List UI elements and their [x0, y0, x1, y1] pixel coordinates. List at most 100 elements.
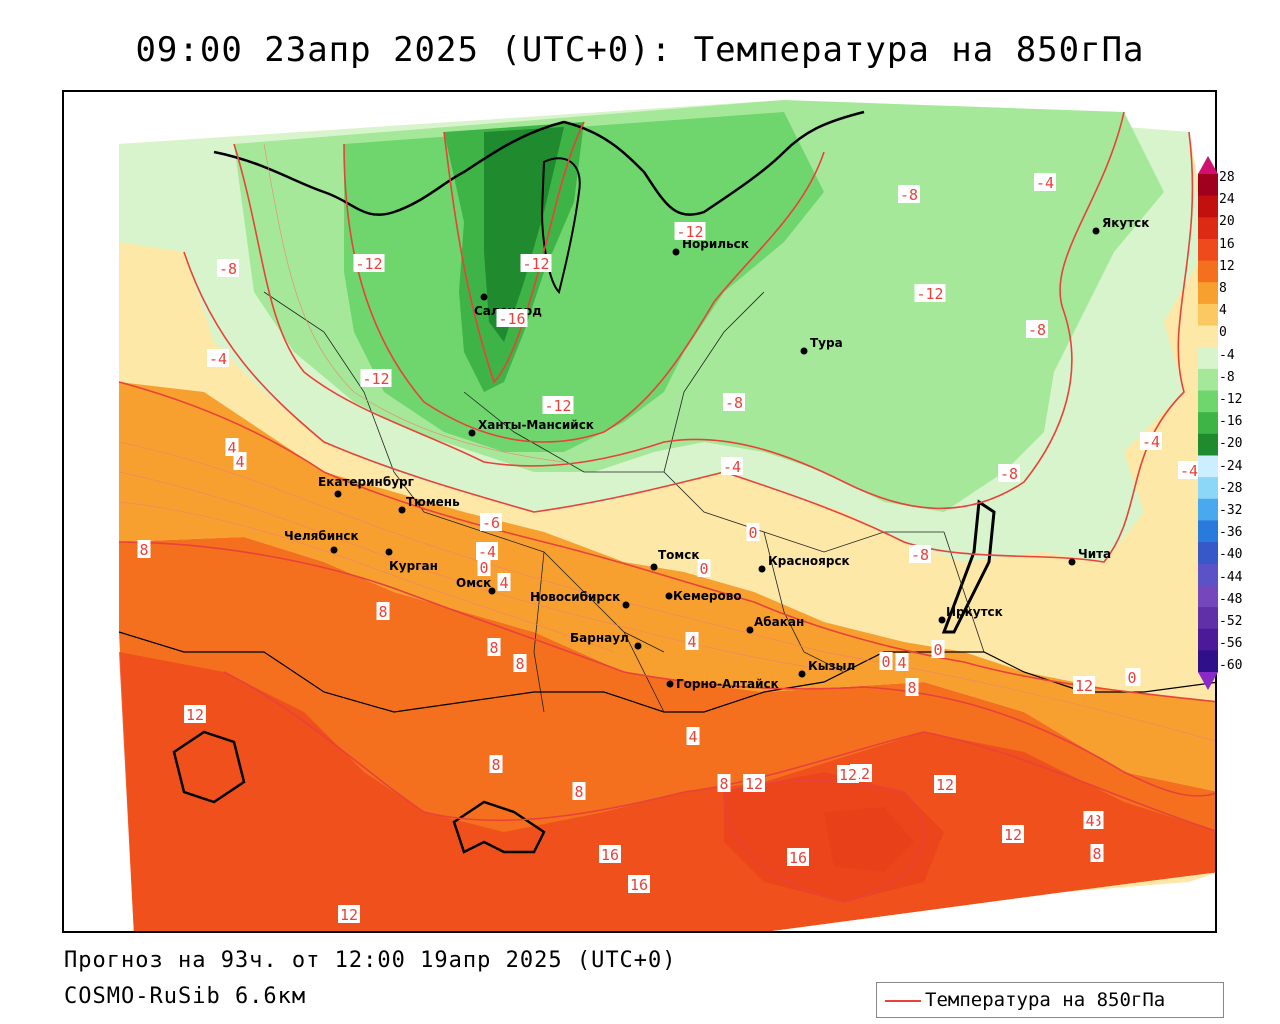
- city-marker: Новосибирск: [530, 590, 630, 609]
- isotherm-label-bg: [1140, 432, 1162, 450]
- isotherm-label: 4: [497, 573, 511, 592]
- colorbar-label: -24: [1219, 458, 1243, 474]
- isotherm-label-bg: [628, 875, 650, 893]
- city-label: Челябинск: [284, 529, 359, 543]
- isotherm-label: 0: [879, 652, 893, 671]
- city-marker: Кемерово: [665, 589, 742, 603]
- isotherm-label: -12: [520, 254, 552, 273]
- isotherm-label-bg: [914, 284, 946, 302]
- city-marker: Тура: [800, 336, 843, 355]
- city-dot: [1092, 227, 1100, 235]
- isotherm-label-bg: [721, 457, 743, 475]
- isotherm-label-bg: [743, 774, 765, 792]
- city-dot: [665, 592, 673, 600]
- isotherm-label: -8: [909, 545, 931, 564]
- colorbar-cell: [1198, 650, 1218, 673]
- isotherm-label-bg: [1178, 461, 1200, 479]
- colorbar-cell: [1198, 628, 1218, 651]
- isotherm-label-text: -8: [900, 186, 918, 204]
- city-marker: Курган: [385, 548, 438, 573]
- isotherm-label-text: -12: [362, 370, 389, 388]
- isotherm-label: -12: [674, 222, 706, 241]
- city-dot: [622, 601, 630, 609]
- isotherm-label: 16: [599, 845, 621, 864]
- colorbar-cell: [1198, 477, 1218, 500]
- zone-yellow-4: [119, 382, 1215, 792]
- isotherm-label-text: -12: [916, 285, 943, 303]
- colorbar-label: 12: [1219, 258, 1235, 274]
- temperature-map: СалехардНорильскТураЯкутскХанты-Мансийск…: [62, 90, 1217, 933]
- isotherm-label-text: 16: [601, 846, 619, 864]
- city-marker: Кызыл: [798, 659, 855, 678]
- isotherm-label-bg: [137, 540, 151, 558]
- city-dot: [488, 587, 496, 595]
- colorbar-label: 16: [1219, 236, 1235, 252]
- isotherm-label: 16: [787, 848, 809, 867]
- isotherm-label-text: 4: [499, 574, 508, 592]
- city-dot: [398, 506, 406, 514]
- city-marker: Якутск: [1092, 216, 1149, 235]
- city-marker: Горно-Алтайск: [666, 677, 779, 691]
- isotherm-label-bg: [879, 652, 893, 670]
- city-dot: [672, 248, 680, 256]
- colorbar-cell: [1198, 238, 1218, 262]
- isotherm-label-bg: [746, 523, 760, 541]
- isotherm-label: 8: [487, 638, 501, 657]
- city-label: Тура: [810, 336, 843, 350]
- isotherm-label: -4: [207, 349, 229, 368]
- colorbar-cell: [1198, 174, 1218, 197]
- isotherm-label: 8: [137, 540, 151, 559]
- isotherm-label-text: 4: [1085, 812, 1094, 830]
- isotherm-label-bg: [1125, 668, 1139, 686]
- isotherm-label-bg: [338, 905, 360, 923]
- city-dot: [798, 670, 806, 678]
- isotherm-label-text: -4: [1142, 433, 1160, 451]
- isotherm-label-text: 8: [489, 639, 498, 657]
- colorbar-cell: [1198, 325, 1218, 348]
- city-label: Курган: [389, 559, 438, 573]
- isotherm-label-text: -4: [1036, 174, 1054, 192]
- colorbar-cell: [1198, 585, 1218, 608]
- isotherm-label-bg: [477, 558, 491, 576]
- isotherm-label: -4: [1034, 173, 1056, 192]
- isotherm-label: 8: [717, 774, 731, 793]
- city-dot: [1068, 558, 1076, 566]
- city-label: Томск: [658, 548, 700, 562]
- isotherm-label-bg: [599, 845, 621, 863]
- isotherm-label-text: 16: [630, 876, 648, 894]
- isotherm-label-text: 4: [227, 439, 236, 457]
- isotherm-label-text: -16: [498, 310, 525, 328]
- isotherm-label-bg: [934, 775, 956, 793]
- isotherm-label: 0: [931, 640, 945, 659]
- isotherm-label-text: 0: [933, 641, 942, 659]
- isotherm-label-bg: [1090, 844, 1104, 862]
- colorbar-label: -48: [1219, 591, 1243, 607]
- city-label: Кызыл: [808, 659, 855, 673]
- isotherm-label: 12: [934, 775, 956, 794]
- isotherm-label: -4: [476, 542, 498, 561]
- city-marker: Томск: [650, 548, 700, 571]
- isotherm-label-bg: [360, 369, 392, 387]
- island-outline: [540, 157, 581, 294]
- city-marker: Ханты-Мансийск: [468, 418, 594, 437]
- city-marker: Абакан: [746, 615, 804, 634]
- colorbar-cell: [1198, 563, 1218, 586]
- isotherm-label: -4: [1178, 461, 1200, 480]
- isotherm-label: 8: [376, 602, 390, 621]
- isotherm-label: -8: [998, 464, 1020, 483]
- city-marker: Челябинск: [284, 529, 359, 554]
- isotherm-label-bg: [1026, 320, 1048, 338]
- isotherm-label: -12: [914, 284, 946, 303]
- isotherm-label-bg: [233, 452, 247, 470]
- isotherm-label-text: -12: [676, 223, 703, 241]
- city-label: Новосибирск: [530, 590, 620, 604]
- isotherm-label-text: 12: [1075, 677, 1093, 695]
- isotherm-label-text: -8: [1028, 321, 1046, 339]
- isotherm-label-text: -12: [544, 397, 571, 415]
- colorbar-top-arrow: [1198, 156, 1218, 174]
- isotherm-label-bg: [353, 254, 385, 272]
- isotherm-label: -12: [353, 254, 385, 273]
- isotherm-label-text: 0: [881, 653, 890, 671]
- isotherm-label-text: 12: [936, 776, 954, 794]
- city-dot: [634, 642, 642, 650]
